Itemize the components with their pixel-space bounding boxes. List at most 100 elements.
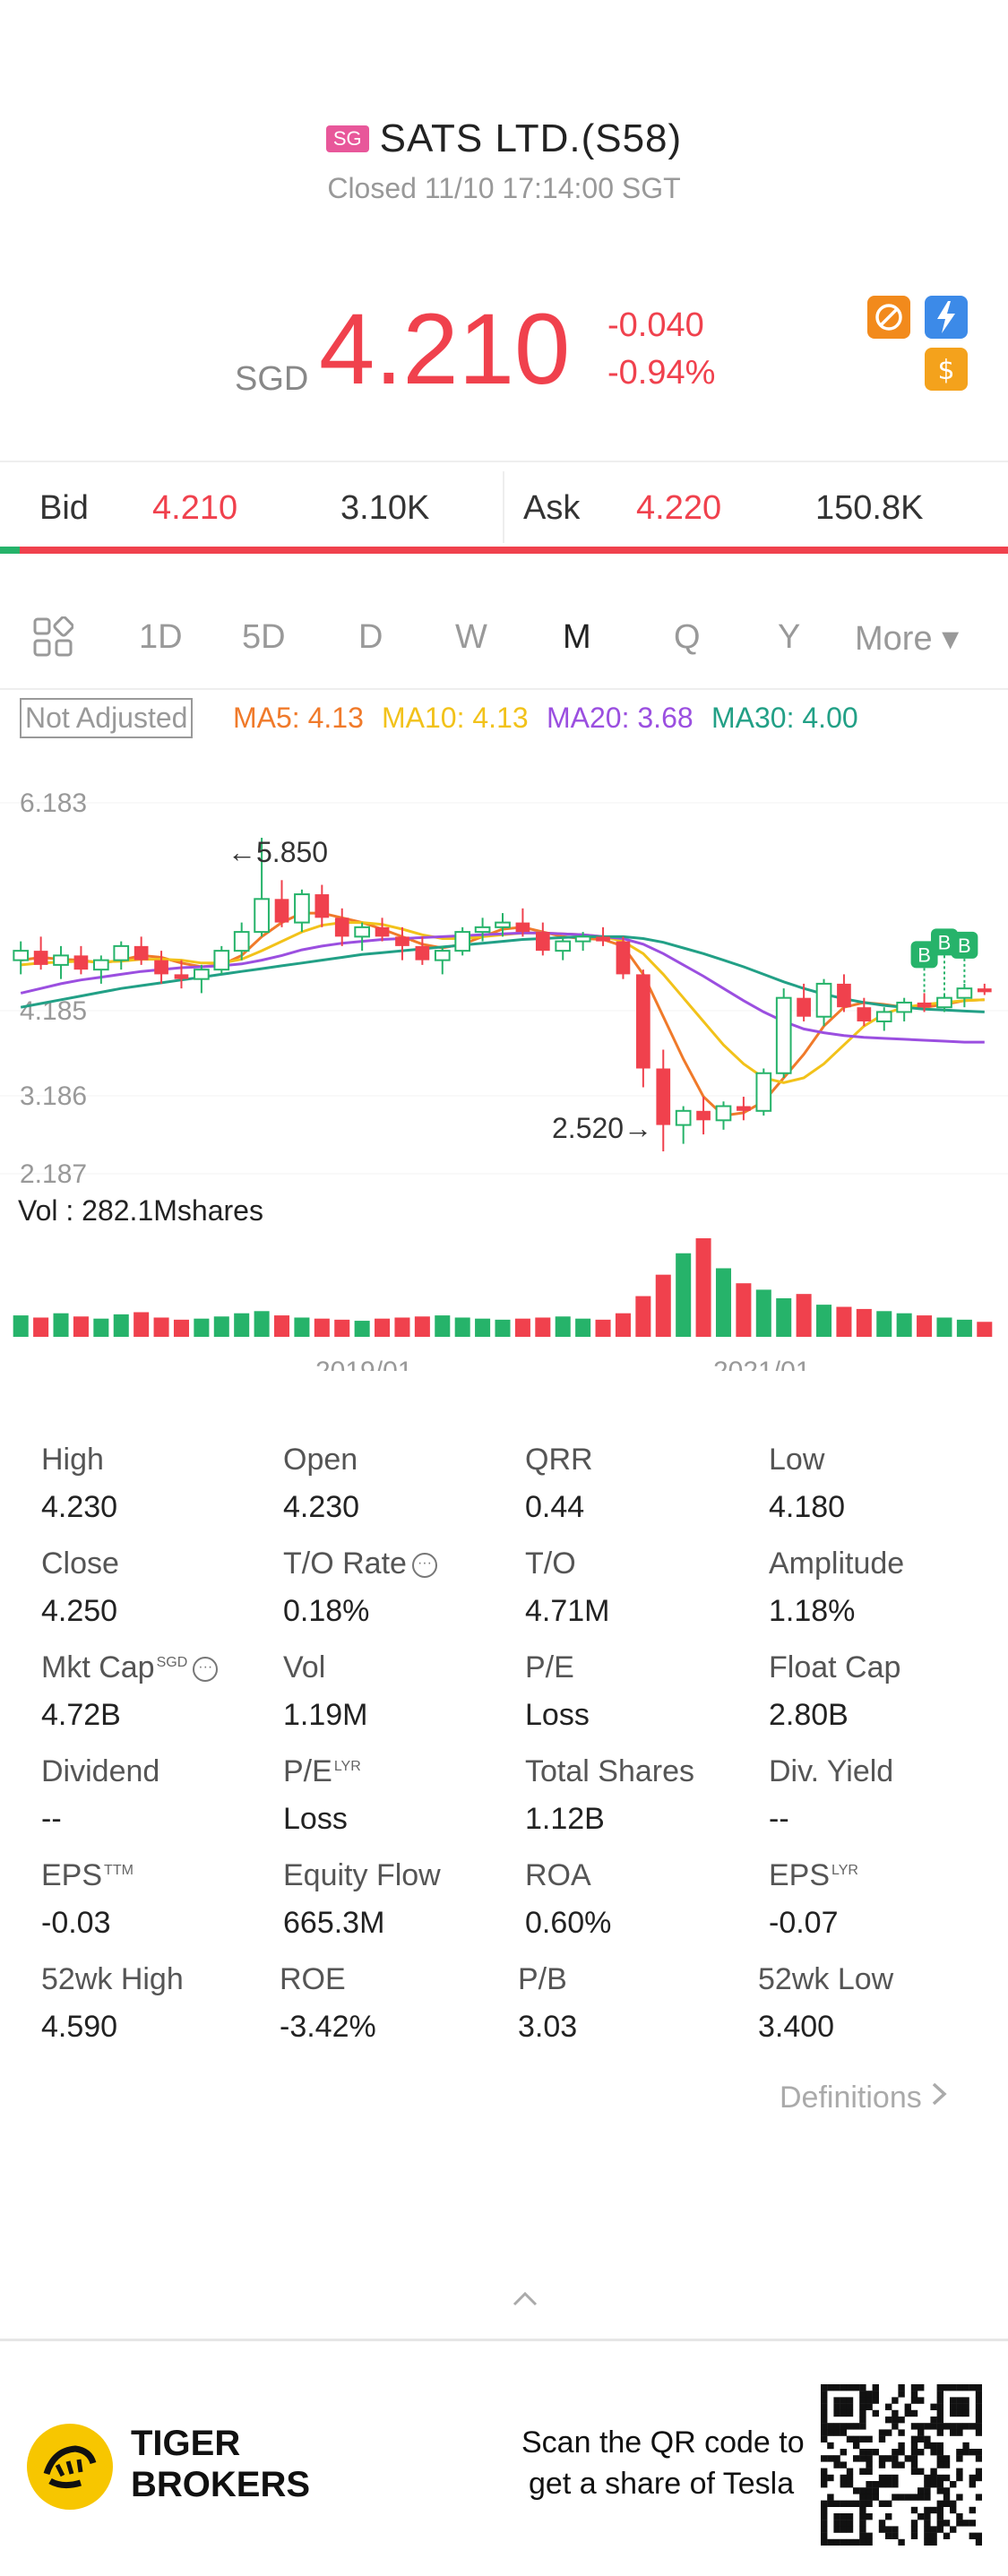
qr-module <box>833 2384 840 2391</box>
volume-bar <box>454 1317 470 1337</box>
volume-bar <box>375 1318 391 1337</box>
info-icon[interactable]: ··· <box>193 1657 219 1683</box>
info-icon[interactable]: ··· <box>411 1553 437 1579</box>
qr-module <box>885 2417 892 2424</box>
qr-module <box>898 2442 905 2450</box>
tab-week[interactable]: W <box>455 618 487 656</box>
qr-module <box>943 2520 951 2527</box>
dollar-icon[interactable]: $ <box>925 348 968 391</box>
qr-module <box>975 2397 983 2404</box>
qr-module <box>821 2526 828 2533</box>
qr-module <box>853 2435 860 2442</box>
qr-module <box>821 2500 828 2507</box>
stat-cell: ROA 0.60% <box>525 1858 611 1941</box>
qr-module <box>866 2461 873 2468</box>
stat-cell: High 4.230 <box>41 1443 117 1525</box>
stat-label: Equity Flow <box>283 1858 441 1892</box>
volume-bar <box>153 1317 169 1337</box>
bid-ask-panel[interactable]: Bid 4.210 3.10K Ask 4.220 150.8K <box>0 464 1008 554</box>
stat-cell: Low 4.180 <box>769 1443 845 1525</box>
qr-module <box>975 2468 983 2475</box>
tab-month[interactable]: M <box>563 618 591 656</box>
qr-module <box>898 2461 905 2468</box>
qr-module <box>846 2500 854 2507</box>
market-status: Closed 11/10 17:14:00 SGT <box>327 172 681 204</box>
stat-label: 52wk High <box>41 1962 184 1996</box>
qr-module <box>840 2520 847 2527</box>
qr-module <box>840 2423 847 2430</box>
qr-module <box>936 2500 943 2507</box>
qr-module <box>859 2417 866 2424</box>
qr-module <box>943 2455 951 2462</box>
tab-1d[interactable]: 1D <box>139 618 183 656</box>
candle-body <box>755 1072 772 1112</box>
stat-cell: Dividend -- <box>41 1754 159 1837</box>
no-short-icon[interactable] <box>867 296 910 339</box>
volume-bar <box>956 1319 972 1337</box>
qr-module <box>918 2397 925 2404</box>
tab-year[interactable]: Y <box>778 618 801 656</box>
stat-label-row: EPS TTM <box>41 1858 134 1893</box>
volume-bar <box>93 1318 109 1337</box>
stat-label-row: Mkt Cap SGD ··· <box>41 1650 219 1685</box>
qr-module <box>821 2455 828 2462</box>
stat-value: 3.03 <box>518 2010 578 2044</box>
qr-module <box>975 2384 983 2391</box>
candle-body <box>254 898 270 934</box>
qr-module <box>956 2520 963 2527</box>
lightning-icon[interactable] <box>925 296 968 339</box>
qr-module <box>872 2449 879 2456</box>
qr-module <box>892 2461 899 2468</box>
definitions-link[interactable]: Definitions <box>780 2081 950 2115</box>
qr-module <box>892 2397 899 2404</box>
ma5-line <box>20 911 985 1117</box>
qr-module <box>872 2487 879 2494</box>
qr-module <box>833 2461 840 2468</box>
qr-module <box>859 2449 866 2456</box>
chevron-up-icon[interactable] <box>509 2283 541 2315</box>
stat-cell: EPS TTM -0.03 <box>41 1858 134 1941</box>
volume-bar <box>776 1297 792 1337</box>
qr-module <box>950 2397 957 2404</box>
stat-label: P/E <box>525 1650 574 1684</box>
qr-module <box>936 2384 943 2391</box>
tab-day[interactable]: D <box>358 618 383 656</box>
qr-module <box>859 2500 866 2507</box>
buy-marker[interactable]: B <box>951 931 978 984</box>
tab-quarter[interactable]: Q <box>674 618 701 656</box>
candle-body <box>837 983 851 1008</box>
qr-module <box>872 2409 879 2417</box>
qr-code[interactable] <box>821 2384 983 2546</box>
stat-value: 4.72B <box>41 1698 121 1732</box>
candle-body <box>977 988 992 993</box>
qr-module <box>866 2538 873 2546</box>
qr-module <box>821 2532 828 2539</box>
bid-ratio-bar <box>0 547 20 554</box>
candle-body <box>797 997 811 1017</box>
tab-more[interactable]: More ▾ <box>855 620 960 658</box>
qr-module <box>910 2520 918 2527</box>
qr-module <box>936 2397 943 2404</box>
qr-module <box>943 2500 951 2507</box>
qr-module <box>936 2487 943 2494</box>
qr-module <box>975 2449 983 2456</box>
stat-label: T/O Rate <box>283 1546 407 1581</box>
volume-bar <box>173 1319 189 1337</box>
candle-body <box>154 960 168 975</box>
volume-bar <box>715 1268 732 1337</box>
candle-body <box>917 1002 932 1008</box>
tab-5d[interactable]: 5D <box>242 618 286 656</box>
qr-module <box>821 2384 828 2391</box>
qr-module <box>892 2526 899 2533</box>
adjust-toggle[interactable]: Not Adjusted <box>20 698 194 738</box>
qr-module <box>827 2455 834 2462</box>
qr-module <box>910 2442 918 2450</box>
stat-label: Dividend <box>41 1754 160 1788</box>
qr-module <box>918 2487 925 2494</box>
stat-label: P/E <box>283 1754 332 1788</box>
qr-module <box>936 2403 943 2410</box>
qr-module <box>846 2397 854 2404</box>
qr-module <box>866 2397 873 2404</box>
chart-layout-icon[interactable] <box>32 616 74 658</box>
